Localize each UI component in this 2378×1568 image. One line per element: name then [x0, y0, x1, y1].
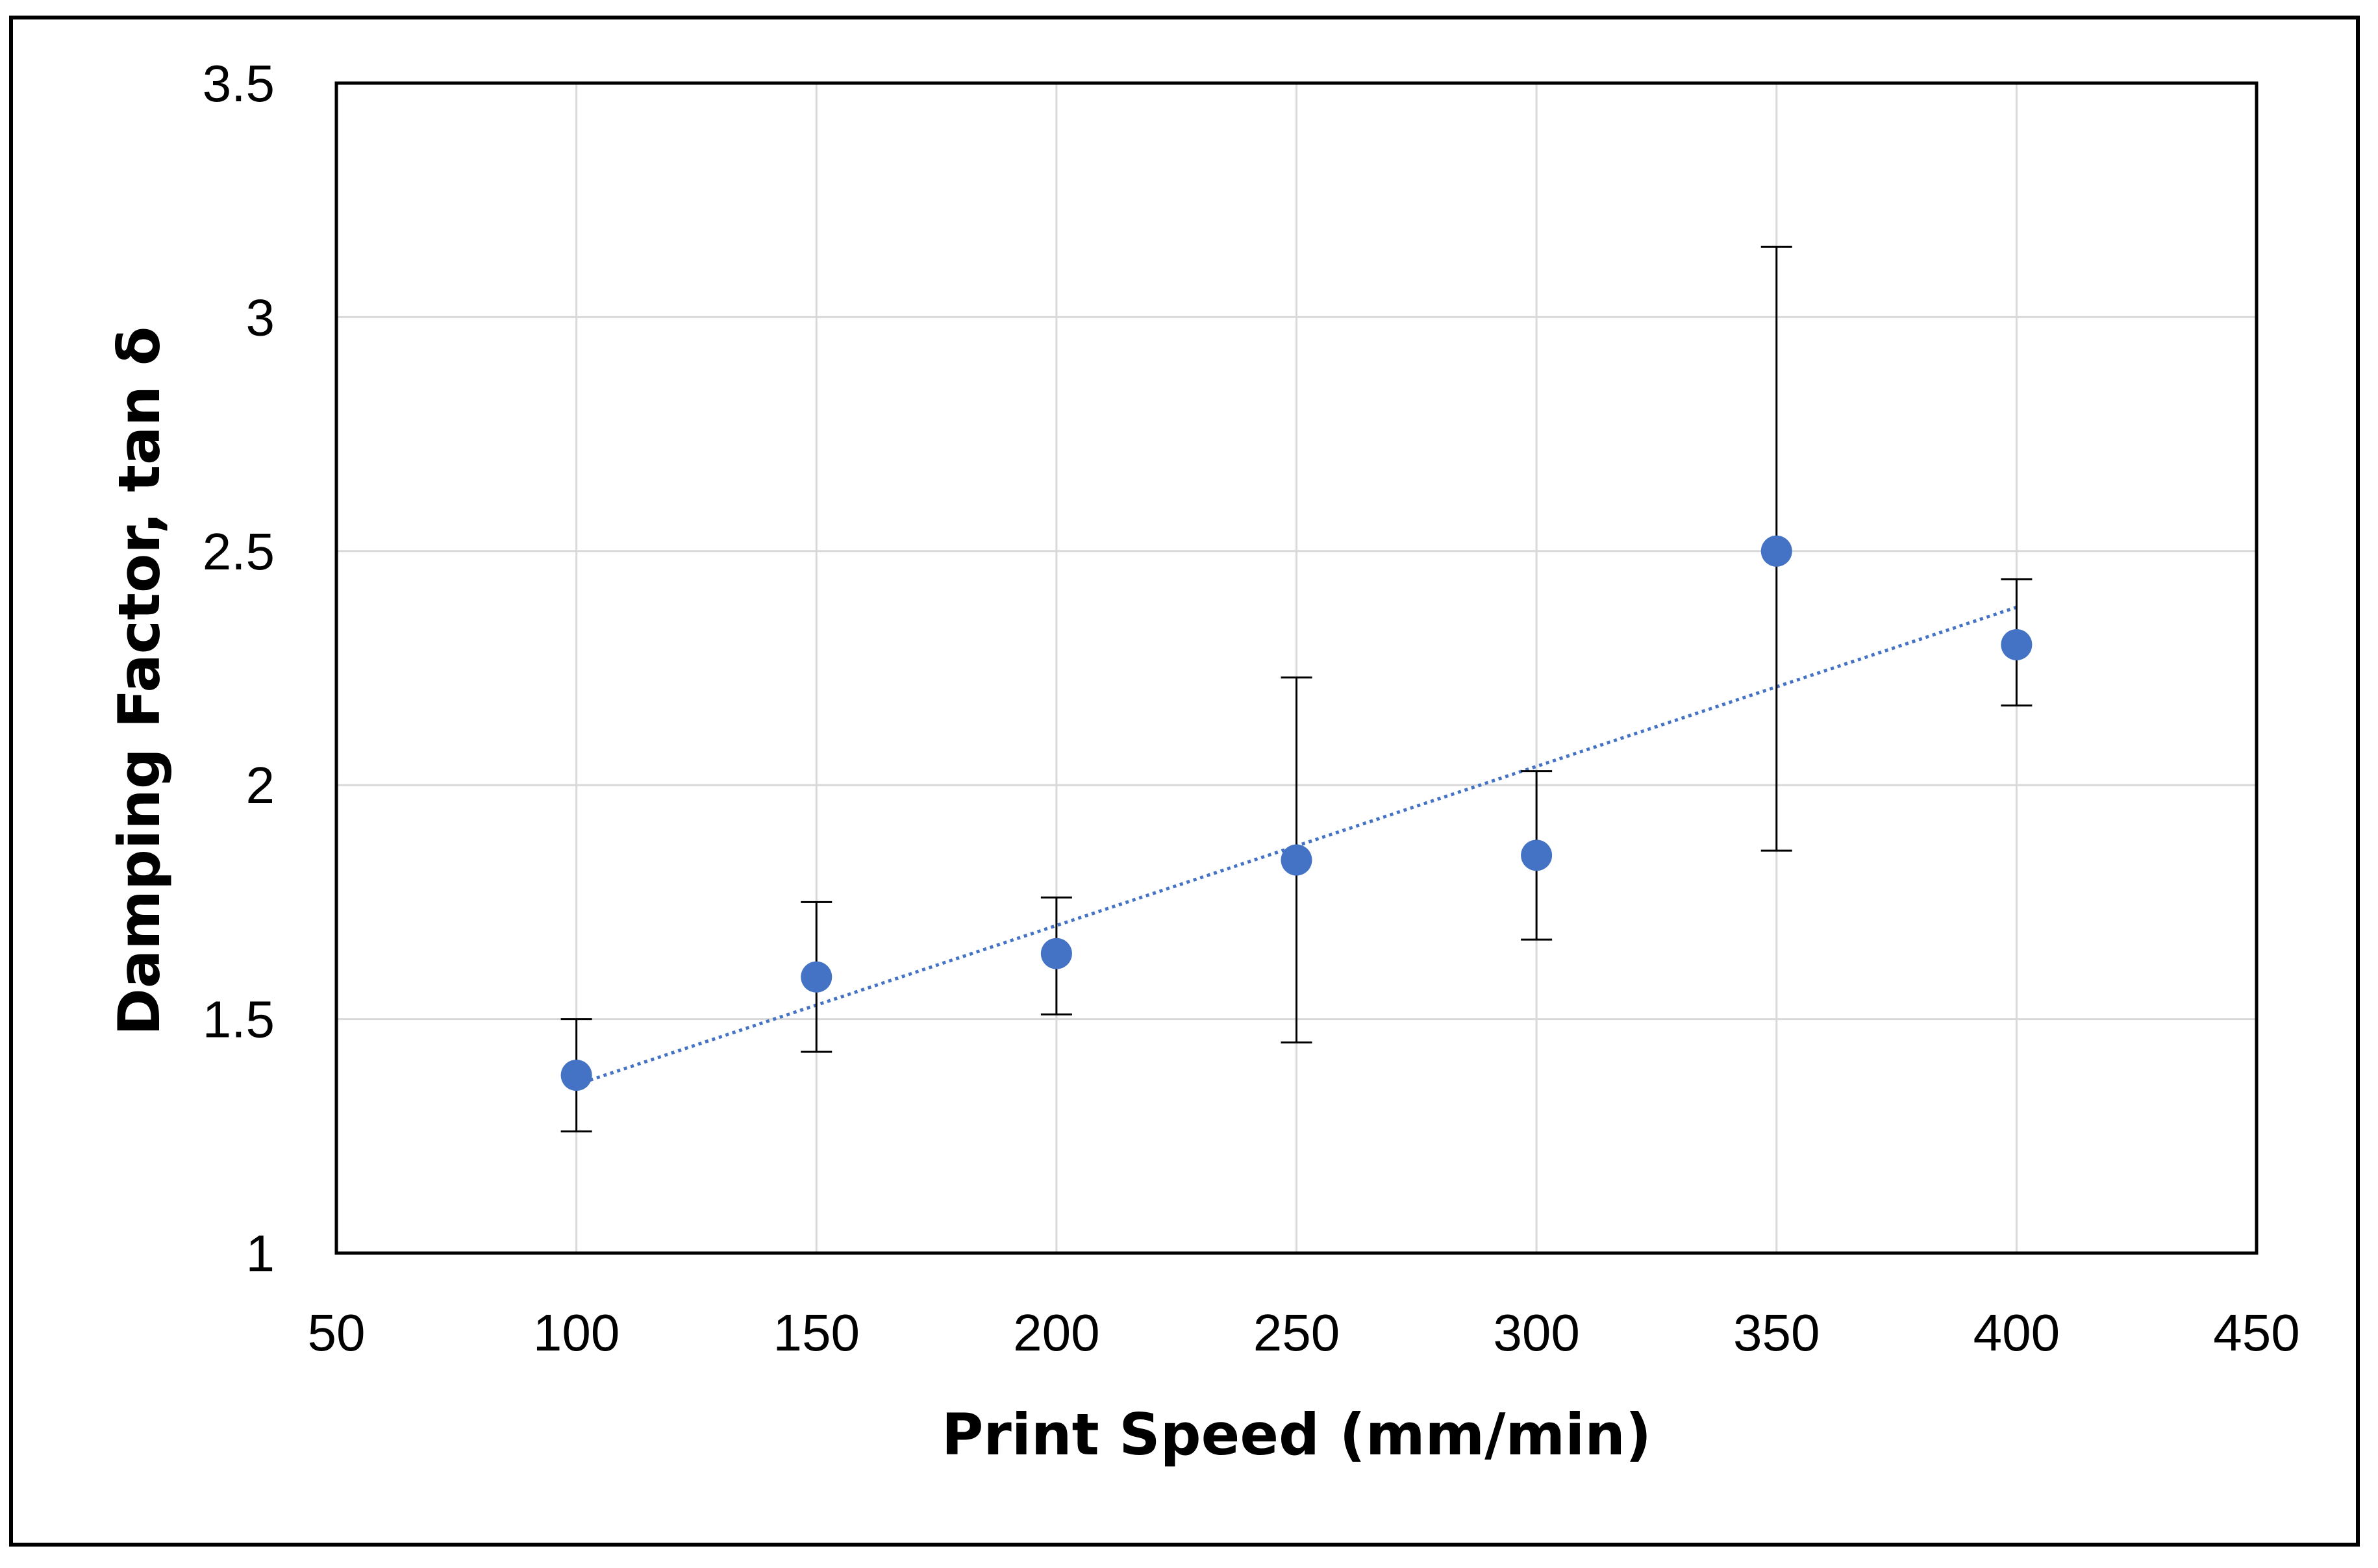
- plot-area-border: [334, 81, 2259, 1255]
- y-tick-label: 2: [246, 756, 275, 814]
- data-point-350: [1760, 535, 1792, 567]
- x-tick-label: 300: [1493, 1304, 1579, 1362]
- data-point-400: [2001, 628, 2033, 660]
- x-tick-label: 100: [533, 1304, 620, 1362]
- x-tick-label: 250: [1253, 1304, 1340, 1362]
- chart-frame: [9, 16, 2360, 1547]
- x-tick-label: 200: [1013, 1304, 1099, 1362]
- y-tick-label: 2.5: [203, 523, 275, 580]
- data-point-300: [1521, 840, 1553, 871]
- y-axis-title: Damping Factor, tan δ: [106, 327, 173, 1036]
- x-tick-label: 50: [308, 1304, 366, 1362]
- x-axis-title: Print Speed (mm/min): [942, 1401, 1651, 1468]
- x-tick-labels: 50 100 150 200 250 300 350 400 450: [308, 1304, 2300, 1362]
- y-tick-label: 3: [246, 288, 275, 346]
- grid-lines: [335, 82, 2258, 1254]
- x-tick-label: 450: [2213, 1304, 2299, 1362]
- y-tick-labels: 1 1.5 2 2.5 3 3.5: [203, 55, 275, 1282]
- data-point-150: [801, 961, 832, 993]
- x-tick-label: 400: [1973, 1304, 2060, 1362]
- data-point-200: [1040, 938, 1072, 969]
- y-tick-label: 1.5: [203, 991, 275, 1049]
- y-tick-label: 1: [246, 1225, 275, 1282]
- data-point-100: [560, 1060, 592, 1091]
- y-tick-label: 3.5: [203, 55, 275, 112]
- data-points: [560, 535, 2033, 1091]
- x-tick-label: 150: [773, 1304, 860, 1362]
- data-point-250: [1281, 844, 1312, 876]
- x-tick-label: 350: [1733, 1304, 1820, 1362]
